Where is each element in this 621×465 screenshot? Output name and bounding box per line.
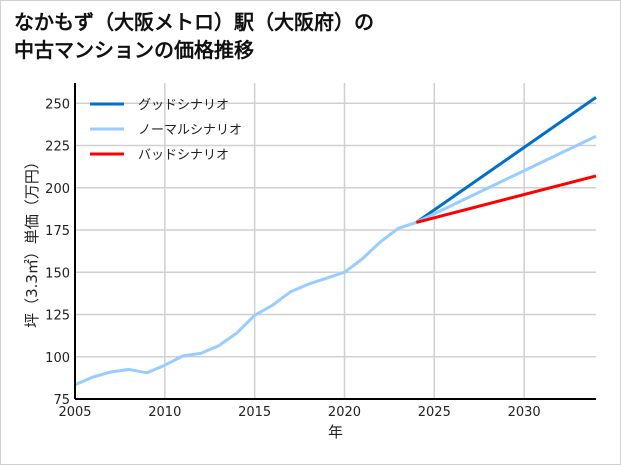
series-line-3: [415, 174, 597, 224]
x-tick-label: 2020: [328, 405, 361, 420]
y-tick-label: 175: [45, 224, 70, 239]
legend-label-2: ノーマルシナリオ: [138, 123, 242, 138]
x-tick-label: 2025: [418, 405, 451, 420]
series-line-2: [415, 134, 597, 224]
chart-title-line2: 中古マンションの価格推移: [14, 38, 254, 62]
y-tick-label: 75: [53, 393, 70, 408]
y-tick-label: 100: [45, 351, 70, 366]
y-tick-label: 125: [45, 309, 70, 324]
x-tick-label: 2030: [508, 405, 541, 420]
x-tick-label: 2005: [58, 405, 91, 420]
legend-label-1: グッドシナリオ: [138, 98, 229, 113]
x-tick-label: 2015: [238, 405, 271, 420]
chart-title-line1: なかもず（大阪メトロ）駅（大阪府）の: [14, 10, 374, 34]
x-tick-label: 2010: [148, 405, 181, 420]
y-tick-label: 200: [45, 182, 70, 197]
chart-title: なかもず（大阪メトロ）駅（大阪府）の 中古マンションの価格推移: [14, 8, 374, 64]
y-tick-label: 250: [45, 97, 70, 112]
y-axis-label: 坪（3.3㎡）単価（万円）: [23, 154, 41, 328]
y-tick-label: 225: [45, 140, 70, 155]
x-axis-label: 年: [328, 423, 343, 441]
series-line-1: [415, 96, 597, 224]
legend-label-3: バッドシナリオ: [138, 148, 229, 163]
y-tick-label: 150: [45, 266, 70, 281]
history-line: [74, 220, 417, 387]
